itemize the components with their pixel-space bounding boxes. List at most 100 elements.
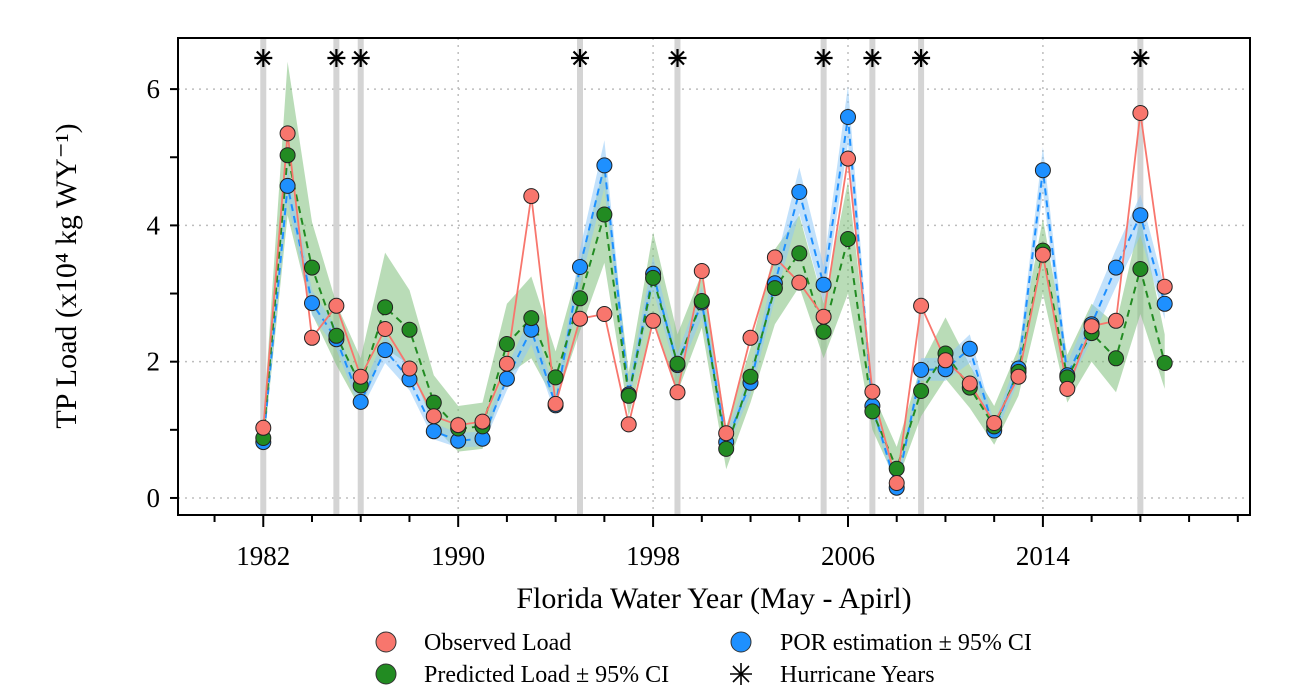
por-point [1156,295,1173,312]
observed-point [279,125,296,142]
predicted-point [742,368,759,385]
hurricane-star-marker [327,49,346,67]
legend-por-marker [730,631,752,653]
predicted-point [645,269,662,286]
observed-point [913,297,930,314]
por-point [572,259,588,275]
predicted-point [304,259,320,276]
por-point [1034,162,1051,179]
predicted-point [401,321,418,338]
hurricane-year-band [260,38,267,515]
observed-point [645,312,662,329]
observed-point [1132,105,1149,121]
predicted-point [766,280,783,297]
hurricane-year-band [333,38,340,515]
x-axis-title: Florida Water Year (May - Apirl) [516,582,911,615]
por-point [377,342,394,359]
observed-point [498,355,515,372]
predicted-point [377,299,394,316]
por-point [279,177,296,194]
observed-point [1059,380,1076,397]
observed-point [572,310,588,327]
predicted-point [815,323,832,340]
y-tick-label: 4 [147,210,161,240]
observed-point [693,263,710,279]
observed-point [255,419,272,436]
hurricane-star-marker [1131,49,1150,67]
por-series-line [262,116,1166,488]
legend-hurricane-label: Hurricane Years [780,662,935,688]
legend-hurricane-marker [730,663,752,685]
legend-observed-label: Observed Load [424,630,571,656]
observed-point [864,383,881,400]
predicted-point [693,293,710,309]
predicted-point [596,206,613,223]
hurricane-star-marker [668,49,687,67]
observed-point [1108,312,1124,329]
observed-point [620,416,637,433]
legend-predicted-marker [375,663,397,685]
predicted-point [791,245,808,262]
observed-point [450,417,467,434]
predicted-point [425,394,442,411]
observed-point [304,329,320,346]
hurricane-star-marker [912,49,931,67]
hurricane-star-marker [254,49,273,67]
predicted-point [718,440,735,457]
predicted-point [888,460,905,477]
hurricane-star-marker [571,49,589,67]
predicted-point [523,310,540,327]
observed-point [961,375,978,392]
x-tick-label: 1998 [626,541,680,571]
observed-point [815,308,832,325]
observed-point [352,368,369,385]
x-tick-label: 1990 [431,541,485,571]
predicted-point [328,327,345,344]
observed-point [523,188,540,205]
por-point [596,157,613,174]
observed-point [742,329,759,346]
legend-por-label: POR estimation ± 95% CI [780,630,1032,656]
observed-point [547,395,564,412]
legend-predicted-label: Predicted Load ± 95% CI [424,662,669,688]
por-point [352,393,369,410]
observed-point [937,352,954,369]
hurricane-star-marker [863,49,882,67]
x-tick-label: 1982 [236,541,290,571]
x-tick-label: 2014 [1016,541,1071,571]
predicted-point [1108,350,1124,367]
x-tick-label: 2006 [821,541,875,571]
legend-observed-marker [375,631,397,653]
series-points-layer [255,105,1173,496]
observed-point [888,475,905,491]
observed-point [840,150,856,167]
observed-point [718,425,735,442]
y-tick-label: 6 [147,74,161,104]
y-tick-label: 0 [147,483,161,513]
hurricane-year-band [918,38,925,515]
hurricane-star-marker [351,49,370,67]
confidence-bands-layer [263,61,1165,493]
observed-point [401,360,418,377]
observed-point [986,415,1003,431]
observed-point [425,408,442,425]
por-point [840,109,856,125]
por-point [913,361,930,378]
hurricane-star-marker [814,49,833,67]
observed-point [1034,246,1051,263]
observed-point [1156,278,1173,295]
por-point [961,340,978,357]
observed-point [474,413,491,430]
axes-layer: 0 2 4 6 1982 1990 1998 2006 2014 [147,74,1239,571]
observed-point [669,384,686,401]
observed-point [766,249,783,266]
observed-point [1083,318,1100,335]
por-point [791,184,808,200]
predicted-point [864,403,881,420]
por-point [304,295,320,312]
legend: Observed Load Predicted Load ± 95% CI PO… [375,630,1032,688]
hurricane-year-band [357,38,364,515]
predicted-point [1132,261,1149,277]
por-point [1132,207,1149,224]
